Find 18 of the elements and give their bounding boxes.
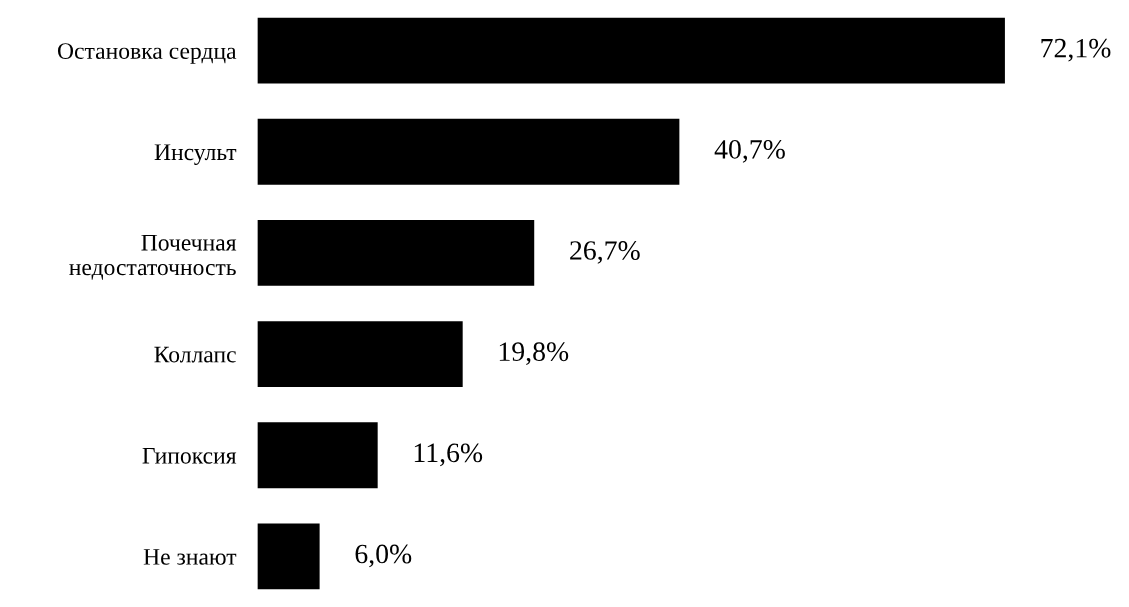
bar [257,17,1005,84]
y-tick-label: Почечная недостаточность [69,234,237,280]
y-tick-label: Не знают [143,549,237,565]
y-tick-label: Гипоксия [142,447,237,464]
y-tick-label: Остановка сердца [57,43,237,64]
data-label: 40,7% [714,139,785,163]
bar [257,523,320,590]
data-label: 6,0% [355,544,412,568]
data-label: 11,6% [414,443,483,467]
y-tick-label: Инсульт [154,144,237,165]
bar [257,220,535,286]
data-label: 72,1% [1041,38,1111,62]
y-tick-label: Коллапс [154,346,236,363]
bar [257,118,680,185]
data-label: 19,8% [499,342,569,366]
data-label: 26,7% [570,241,640,264]
bar [257,422,378,489]
bar [257,321,463,387]
